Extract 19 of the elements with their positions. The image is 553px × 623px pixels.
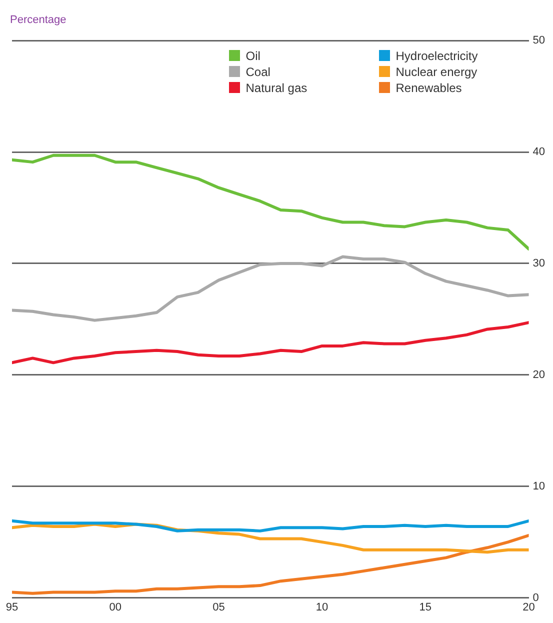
x-tick-label: 15 [419,601,432,614]
x-tick-label: 95 [6,601,18,614]
y-tick-label: 0 [532,592,539,604]
y-tick-label: 20 [532,368,546,381]
y-tick-label: 50 [532,34,546,47]
x-tick-label: 05 [212,601,225,614]
y-tick-label: 40 [532,146,546,158]
legend-label: Hydroelectricity [396,48,478,63]
legend-label: Nuclear energy [396,64,478,79]
x-tick-label: 20 [522,601,535,614]
x-tick-label: 10 [316,601,328,614]
x-tick-label: 00 [109,601,122,614]
y-axis-title: Percentage [10,14,66,26]
legend-label: Oil [246,48,260,63]
y-tick-label: 30 [532,258,546,270]
y-tick-label: 10 [532,480,546,492]
legend-label: Renewables [396,80,462,95]
legend-label: Natural gas [246,80,308,95]
legend-label: Coal [246,64,270,79]
